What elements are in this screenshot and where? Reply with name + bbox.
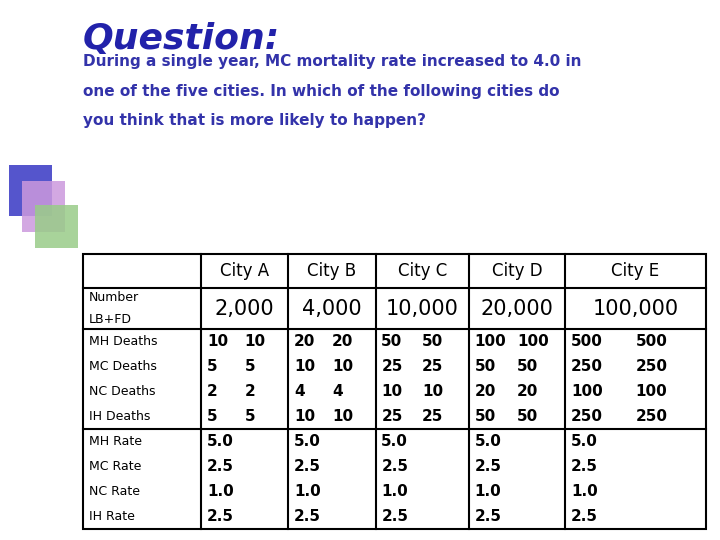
Text: 2.5: 2.5 (294, 459, 321, 474)
Text: 250: 250 (571, 409, 603, 424)
Text: 20: 20 (294, 334, 315, 349)
Text: 1.0: 1.0 (382, 484, 408, 499)
Text: 4: 4 (332, 384, 343, 399)
Bar (83, 254, 706, 529)
Text: NC Rate: NC Rate (89, 485, 140, 498)
Text: 5: 5 (207, 409, 217, 424)
Text: City B: City B (307, 262, 356, 280)
Text: 100: 100 (636, 384, 667, 399)
Text: 1.0: 1.0 (207, 484, 234, 499)
Text: 1.0: 1.0 (474, 484, 501, 499)
Text: 20,000: 20,000 (481, 299, 554, 319)
Text: 2: 2 (207, 384, 217, 399)
Text: 100: 100 (571, 384, 603, 399)
Text: 10: 10 (332, 409, 353, 424)
Text: 10: 10 (332, 359, 353, 374)
Text: 5: 5 (207, 359, 217, 374)
Text: 10,000: 10,000 (386, 299, 459, 319)
Text: 50: 50 (474, 409, 496, 424)
Text: 250: 250 (636, 359, 667, 374)
Text: City E: City E (611, 262, 660, 280)
Text: 100,000: 100,000 (593, 299, 678, 319)
Text: 2.5: 2.5 (571, 459, 598, 474)
Text: 10: 10 (294, 359, 315, 374)
Text: 2.5: 2.5 (474, 459, 502, 474)
Text: 2.5: 2.5 (571, 509, 598, 524)
Text: 5.0: 5.0 (294, 434, 321, 449)
Text: 500: 500 (636, 334, 667, 349)
Text: 1.0: 1.0 (294, 484, 321, 499)
Text: 50: 50 (422, 334, 444, 349)
Text: 2.5: 2.5 (207, 459, 234, 474)
Text: 25: 25 (382, 409, 402, 424)
Text: 2.5: 2.5 (382, 459, 408, 474)
Text: 250: 250 (636, 409, 667, 424)
Bar (35, 205, 78, 248)
Text: 4: 4 (294, 384, 305, 399)
Text: 5: 5 (245, 409, 256, 424)
Bar (9, 165, 52, 216)
Text: 2: 2 (245, 384, 256, 399)
Text: MH Rate: MH Rate (89, 435, 142, 448)
Text: one of the five cities. In which of the following cities do: one of the five cities. In which of the … (83, 84, 559, 99)
Text: 2.5: 2.5 (207, 509, 234, 524)
Text: 25: 25 (422, 409, 444, 424)
Bar (22, 181, 65, 232)
Text: 100: 100 (474, 334, 506, 349)
Text: 25: 25 (382, 359, 402, 374)
Text: 10: 10 (422, 384, 444, 399)
Text: NC Deaths: NC Deaths (89, 385, 155, 398)
Text: 25: 25 (422, 359, 444, 374)
Text: 2.5: 2.5 (294, 509, 321, 524)
Text: 20: 20 (332, 334, 354, 349)
Text: IH Deaths: IH Deaths (89, 410, 150, 423)
Text: Number: Number (89, 291, 139, 304)
Text: 50: 50 (474, 359, 496, 374)
Text: 5.0: 5.0 (474, 434, 502, 449)
Text: 50: 50 (517, 409, 539, 424)
Text: 20: 20 (517, 384, 539, 399)
Text: MH Deaths: MH Deaths (89, 335, 157, 348)
Text: 10: 10 (294, 409, 315, 424)
Text: 5: 5 (245, 359, 256, 374)
Text: IH Rate: IH Rate (89, 510, 135, 523)
Text: 100: 100 (517, 334, 549, 349)
Text: MC Rate: MC Rate (89, 460, 141, 473)
Text: 50: 50 (517, 359, 539, 374)
Text: 500: 500 (571, 334, 603, 349)
Text: 1.0: 1.0 (571, 484, 598, 499)
Text: 20: 20 (474, 384, 496, 399)
Text: City A: City A (220, 262, 269, 280)
Text: 5.0: 5.0 (382, 434, 408, 449)
Text: 2.5: 2.5 (382, 509, 408, 524)
Text: 2.5: 2.5 (474, 509, 502, 524)
Text: 5.0: 5.0 (207, 434, 234, 449)
Text: LB+FD: LB+FD (89, 313, 132, 326)
Text: Question:: Question: (83, 22, 280, 56)
Text: 2,000: 2,000 (215, 299, 274, 319)
Text: 10: 10 (382, 384, 402, 399)
Text: 250: 250 (571, 359, 603, 374)
Text: 5.0: 5.0 (571, 434, 598, 449)
Text: 10: 10 (245, 334, 266, 349)
Text: MC Deaths: MC Deaths (89, 360, 156, 373)
Text: City D: City D (492, 262, 542, 280)
Text: City C: City C (397, 262, 447, 280)
Text: 4,000: 4,000 (302, 299, 361, 319)
Text: 50: 50 (382, 334, 402, 349)
Text: you think that is more likely to happen?: you think that is more likely to happen? (83, 113, 426, 129)
Text: 10: 10 (207, 334, 228, 349)
Text: During a single year, MC mortality rate increased to 4.0 in: During a single year, MC mortality rate … (83, 54, 581, 69)
